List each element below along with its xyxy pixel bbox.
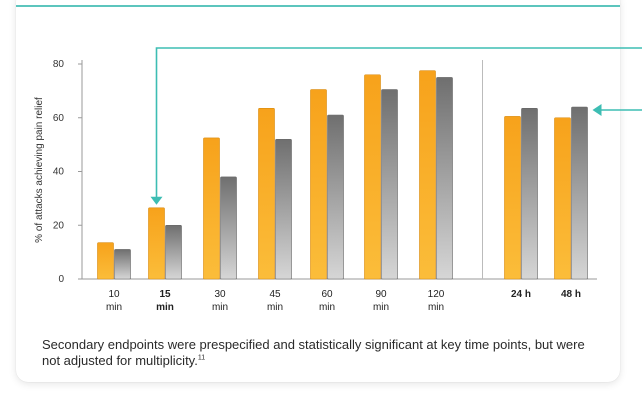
x-tick-label: 45 — [269, 289, 281, 300]
bar — [220, 176, 237, 280]
bar — [521, 108, 538, 280]
chart-callouts — [150, 47, 642, 205]
callout-arrowhead — [150, 196, 163, 205]
y-tick-label: 40 — [53, 167, 65, 178]
x-tick-label: 24 h — [511, 289, 531, 300]
x-tick-label: 120 — [428, 289, 445, 300]
callout-arrowhead — [592, 104, 602, 116]
footnote-text: Secondary endpoints were prespecified an… — [42, 337, 585, 368]
bar — [436, 77, 453, 280]
bar — [275, 138, 292, 280]
bar — [381, 89, 398, 280]
x-tick-unit: min — [319, 302, 335, 313]
bar — [258, 108, 275, 280]
bar — [419, 70, 436, 280]
footnote: Secondary endpoints were prespecified an… — [42, 337, 602, 369]
callout-line — [155, 47, 642, 198]
x-tick-unit: min — [373, 302, 389, 313]
x-tick-unit: min — [428, 302, 444, 313]
x-tick-unit: min — [106, 302, 122, 313]
y-tick-label: 80 — [53, 59, 65, 70]
bar — [327, 114, 344, 280]
chart-bars — [97, 70, 588, 280]
y-axis-label: % of attacks achieving pain relief — [34, 97, 45, 243]
x-tick-label: 48 h — [561, 289, 581, 300]
x-tick-label: 30 — [214, 289, 226, 300]
x-tick-label: 10 — [108, 289, 120, 300]
bar — [571, 106, 588, 280]
x-tick-label: 60 — [321, 289, 333, 300]
bar — [554, 117, 571, 280]
x-tick-unit: min — [212, 302, 228, 313]
y-tick-label: 20 — [53, 220, 65, 231]
y-tick-label: 60 — [53, 113, 65, 124]
top-accent-line — [16, 5, 620, 7]
x-tick-label: 90 — [375, 289, 387, 300]
bar — [97, 242, 114, 280]
bar — [148, 207, 165, 280]
bar — [203, 137, 220, 280]
x-tick-label: 15 — [159, 289, 171, 300]
bar — [165, 224, 182, 280]
y-tick-label: 0 — [58, 274, 64, 285]
footnote-ref: 11 — [197, 354, 206, 362]
bar — [114, 249, 131, 280]
chart-labels: 0 20 40 60 80 10 min 15 min 30 min 45 min 60 min 90 min 1… — [53, 59, 581, 313]
bar — [364, 74, 381, 280]
x-tick-unit: min — [156, 302, 174, 313]
x-tick-unit: min — [267, 302, 283, 313]
bar — [310, 89, 327, 280]
bar — [504, 116, 521, 280]
